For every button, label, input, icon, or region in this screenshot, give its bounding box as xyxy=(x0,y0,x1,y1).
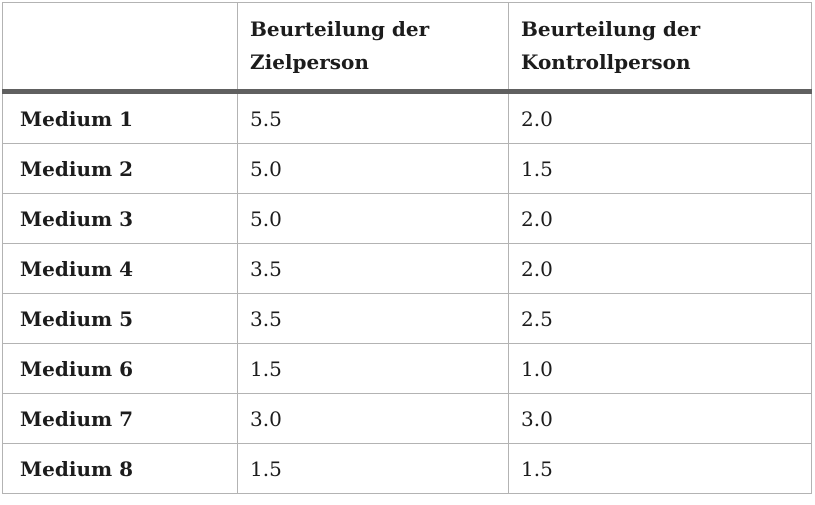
table-row: Medium 5 3.5 2.5 xyxy=(2,293,812,344)
table-row: Medium 3 5.0 2.0 xyxy=(2,193,812,244)
kontrollperson-header-line1: Beurteilung der xyxy=(521,17,701,41)
ratings-table: Beurteilung der Zielperson Beurteilung d… xyxy=(2,2,812,494)
table-row: Medium 1 5.5 2.0 xyxy=(2,91,812,144)
zielperson-value-cell: 3.5 xyxy=(237,293,509,344)
kontrollperson-value-cell: 1.5 xyxy=(508,143,812,194)
table-row: Medium 8 1.5 1.5 xyxy=(2,443,812,494)
table-row: Medium 6 1.5 1.0 xyxy=(2,343,812,394)
zielperson-value-cell: 5.0 xyxy=(237,193,509,244)
table-row: Medium 2 5.0 1.5 xyxy=(2,143,812,194)
zielperson-header-line1: Beurteilung der xyxy=(250,17,430,41)
kontrollperson-header-line2: Kontrollperson xyxy=(521,50,691,74)
table-body: Medium 1 5.5 2.0 Medium 2 5.0 1.5 Medium… xyxy=(2,91,812,494)
zielperson-header-line2: Zielperson xyxy=(250,50,369,74)
row-label-cell: Medium 5 xyxy=(2,293,238,344)
row-label-cell: Medium 7 xyxy=(2,393,238,444)
row-label-cell: Medium 1 xyxy=(2,91,238,144)
empty-header-cell xyxy=(2,2,238,94)
kontrollperson-value-cell: 2.0 xyxy=(508,243,812,294)
zielperson-value-cell: 5.0 xyxy=(237,143,509,194)
kontrollperson-value-cell: 1.0 xyxy=(508,343,812,394)
table-header: Beurteilung der Zielperson Beurteilung d… xyxy=(2,2,812,94)
row-label-cell: Medium 2 xyxy=(2,143,238,194)
row-label-cell: Medium 6 xyxy=(2,343,238,394)
zielperson-value-cell: 3.5 xyxy=(237,243,509,294)
table-row: Medium 7 3.0 3.0 xyxy=(2,393,812,444)
row-label-cell: Medium 3 xyxy=(2,193,238,244)
row-label-cell: Medium 8 xyxy=(2,443,238,494)
zielperson-value-cell: 3.0 xyxy=(237,393,509,444)
zielperson-value-cell: 5.5 xyxy=(237,91,509,144)
kontrollperson-value-cell: 2.5 xyxy=(508,293,812,344)
kontrollperson-value-cell: 3.0 xyxy=(508,393,812,444)
zielperson-value-cell: 1.5 xyxy=(237,343,509,394)
kontrollperson-value-cell: 2.0 xyxy=(508,91,812,144)
row-label-cell: Medium 4 xyxy=(2,243,238,294)
table-row: Medium 4 3.5 2.0 xyxy=(2,243,812,294)
header-row: Beurteilung der Zielperson Beurteilung d… xyxy=(2,2,812,94)
kontrollperson-value-cell: 2.0 xyxy=(508,193,812,244)
kontrollperson-value-cell: 1.5 xyxy=(508,443,812,494)
kontrollperson-header-cell: Beurteilung der Kontrollperson xyxy=(508,2,812,94)
zielperson-header-cell: Beurteilung der Zielperson xyxy=(237,2,509,94)
zielperson-value-cell: 1.5 xyxy=(237,443,509,494)
